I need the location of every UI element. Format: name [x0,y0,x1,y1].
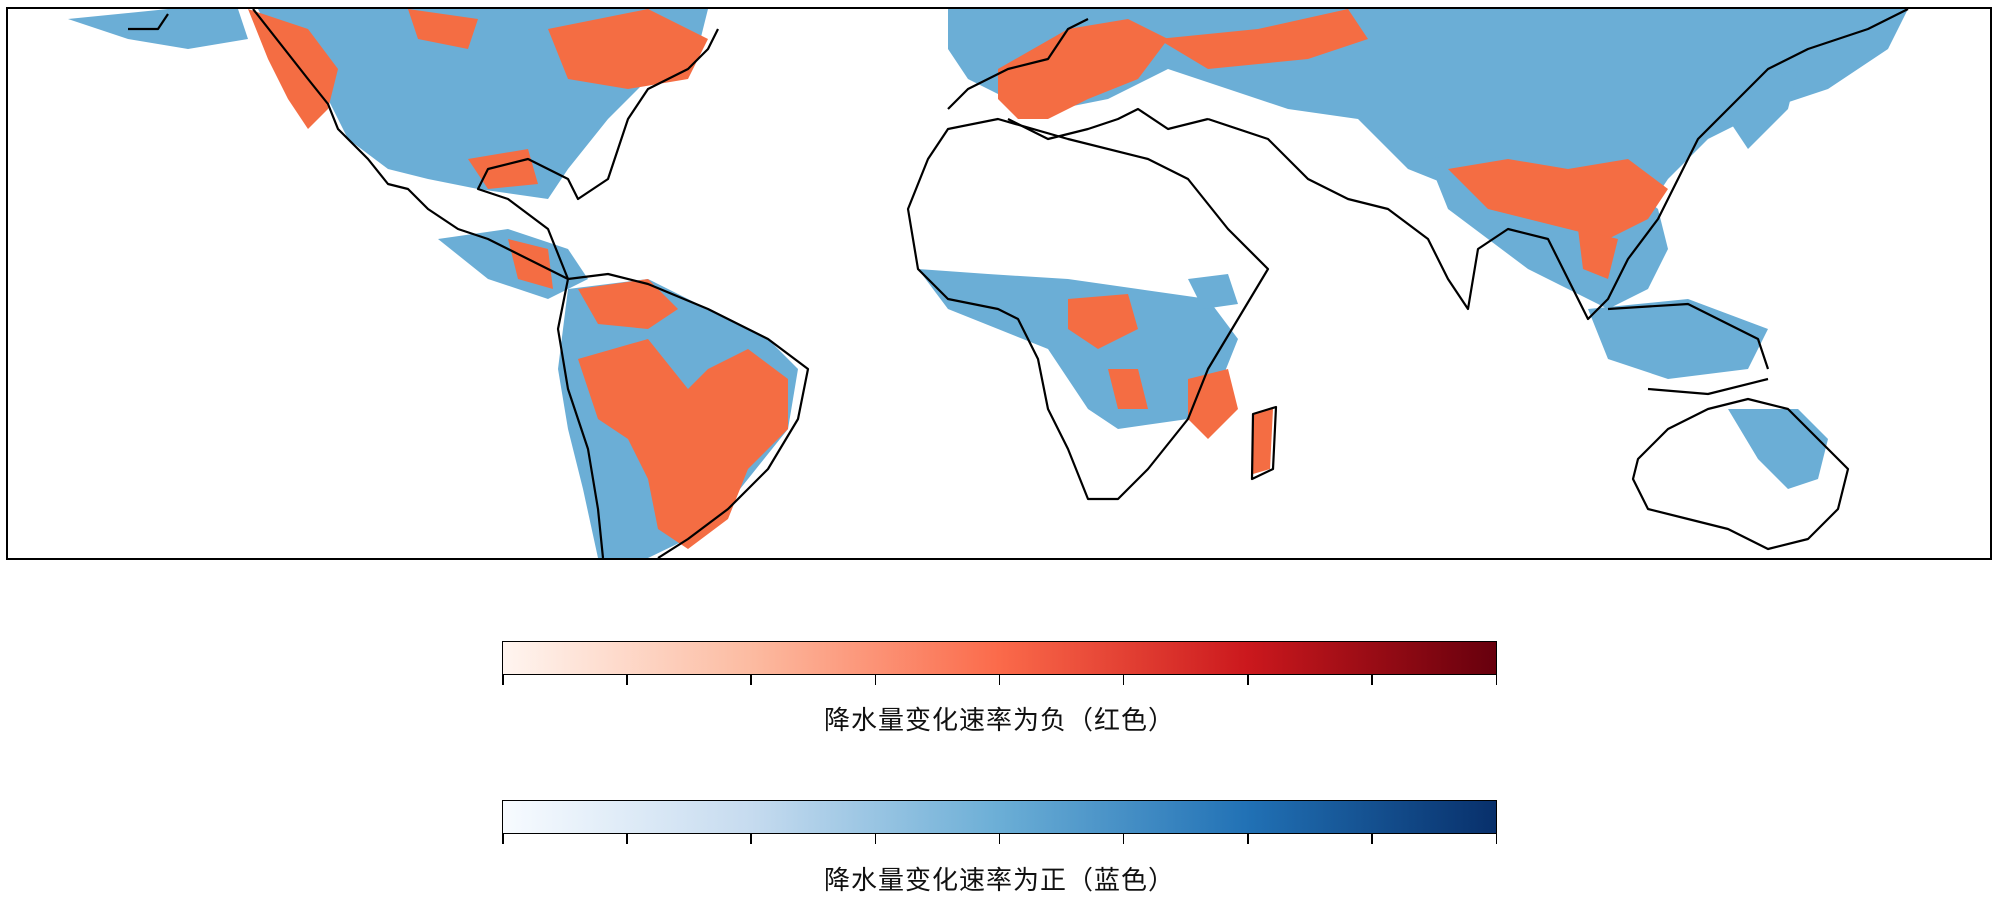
europe-coast [947,18,1209,141]
colorbar-tick [1371,834,1373,844]
world-map [6,7,1992,560]
map-canvas [68,9,1909,558]
negative-colorbar-ticks [502,675,1497,685]
negative-colorbar [502,641,1497,675]
africa-red-1 [1068,294,1138,349]
europe-asia-blue [948,9,1908,229]
colorbar-tick [1371,675,1373,685]
indonesia-coast [1607,302,1770,396]
madagascar-coast [1250,405,1278,481]
colorbar-tick [998,675,1001,685]
colorbar-tick [1247,834,1249,844]
south-america-coast [556,272,810,558]
negative-precip-regions [248,9,1668,549]
negative-colorbar-label: 降水量变化速率为负（红色） [823,706,1175,736]
colorbar-tick [998,834,1001,844]
africa-red-2 [1188,369,1238,439]
colorbar-tick [502,675,504,685]
colorbar-tick [626,834,628,844]
canada-red [548,9,708,89]
colorbar-tick [1122,834,1125,844]
west-coast-red [248,9,338,129]
japan-blue [1728,69,1798,149]
colorbar-tick [1495,834,1497,844]
colorbar-tick [874,834,877,844]
colorbar-tick [1247,675,1249,685]
colorbar-tick [626,675,628,685]
gulf-red [468,149,538,189]
russia-red [1158,9,1368,69]
africa-coast [906,117,1270,501]
canada-red-2 [408,9,478,49]
coastlines [128,9,1909,558]
south-america-red [578,339,788,549]
europe-red [998,19,1168,119]
central-america-red [508,239,553,289]
amazon-red [578,279,678,329]
colorbar-tick [874,675,877,685]
east-africa-blue [1188,274,1238,309]
china-red [1448,159,1668,239]
australia-blue [1728,409,1828,489]
colorbar-tick [750,675,752,685]
colorbar-tick [1495,675,1497,685]
positive-colorbar-label: 降水量变化速率为正（蓝色） [823,866,1175,896]
positive-precip-regions [68,9,1908,558]
africa-red-3 [1108,369,1148,409]
positive-colorbar-ticks [502,834,1497,844]
positive-colorbar [502,800,1497,834]
seasia-red [1578,229,1618,279]
madagascar-red [1253,409,1273,474]
australia-coast [1631,397,1850,551]
indonesia-blue [1588,299,1768,379]
asia-coast [1207,9,1909,321]
colorbar-tick [1122,675,1125,685]
colorbar-tick [750,834,752,844]
colorbar-tick [502,834,504,844]
north-america-coast [128,9,719,280]
